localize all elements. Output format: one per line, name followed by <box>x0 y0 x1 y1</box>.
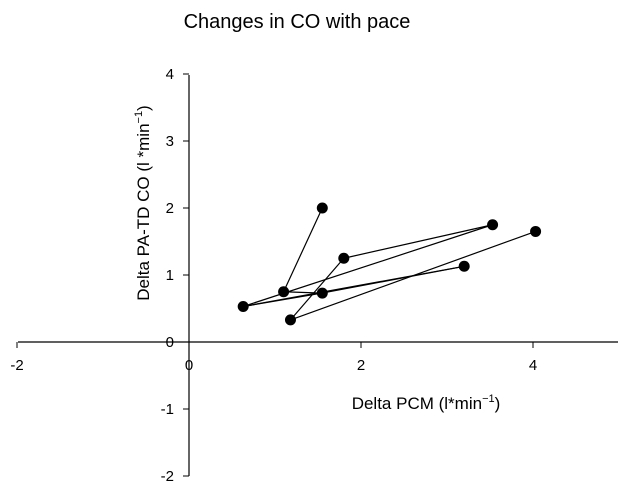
data-segment <box>283 207 323 293</box>
y-tick-label: 0 <box>166 334 174 351</box>
y-tick-label: -1 <box>161 401 174 418</box>
data-point <box>316 287 328 299</box>
data-point <box>284 314 296 326</box>
data-point <box>338 252 350 264</box>
y-tick-label: 4 <box>166 66 174 83</box>
data-point <box>458 260 470 272</box>
data-segment <box>290 257 345 321</box>
axes <box>18 75 618 476</box>
x-tick-label: 4 <box>529 357 537 374</box>
data-point <box>487 219 499 231</box>
x-tick-label: 0 <box>185 357 193 374</box>
data-point <box>278 286 290 298</box>
data-point <box>237 300 249 312</box>
chart-title: Changes in CO with pace <box>184 11 411 33</box>
data-segment <box>322 265 465 294</box>
data-point <box>530 225 542 237</box>
y-axis-label: Delta PA-TD CO (l *min−1) <box>133 105 153 300</box>
data-points <box>237 202 542 326</box>
data-point <box>316 202 328 214</box>
ticks: -2 0 2 4 -2 -1 0 1 2 3 4 <box>10 66 537 482</box>
x-tick-label: 2 <box>357 357 365 374</box>
x-axis-label: Delta PCM (l*min−1) <box>352 393 501 413</box>
y-tick-label: 1 <box>166 267 174 284</box>
data-segment <box>343 224 493 259</box>
y-tick-label: 2 <box>166 200 174 217</box>
y-tick-label: -2 <box>161 468 174 482</box>
y-tick-label: 3 <box>166 133 174 150</box>
x-tick-label: -2 <box>10 357 23 374</box>
